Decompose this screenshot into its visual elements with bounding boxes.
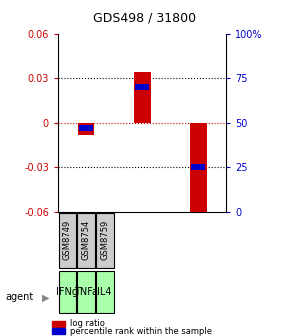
Text: GSM8754: GSM8754 xyxy=(81,220,90,260)
Bar xyxy=(135,84,149,90)
FancyBboxPatch shape xyxy=(77,213,95,268)
FancyBboxPatch shape xyxy=(59,271,76,313)
Text: TNFa: TNFa xyxy=(74,287,98,297)
Text: GSM8749: GSM8749 xyxy=(63,220,72,260)
Bar xyxy=(134,72,151,123)
Bar xyxy=(191,164,205,170)
Text: agent: agent xyxy=(6,292,34,302)
Text: IL4: IL4 xyxy=(97,287,112,297)
Bar xyxy=(79,125,93,131)
Bar xyxy=(78,123,95,134)
Text: percentile rank within the sample: percentile rank within the sample xyxy=(70,327,212,336)
Text: GDS498 / 31800: GDS498 / 31800 xyxy=(93,12,197,25)
FancyBboxPatch shape xyxy=(96,213,113,268)
Text: log ratio: log ratio xyxy=(70,319,104,328)
FancyBboxPatch shape xyxy=(59,213,76,268)
Text: GSM8759: GSM8759 xyxy=(100,220,109,260)
Text: IFNg: IFNg xyxy=(56,287,78,297)
Text: ▶: ▶ xyxy=(42,292,49,302)
FancyBboxPatch shape xyxy=(77,271,95,313)
FancyBboxPatch shape xyxy=(96,271,113,313)
Bar xyxy=(190,123,206,216)
